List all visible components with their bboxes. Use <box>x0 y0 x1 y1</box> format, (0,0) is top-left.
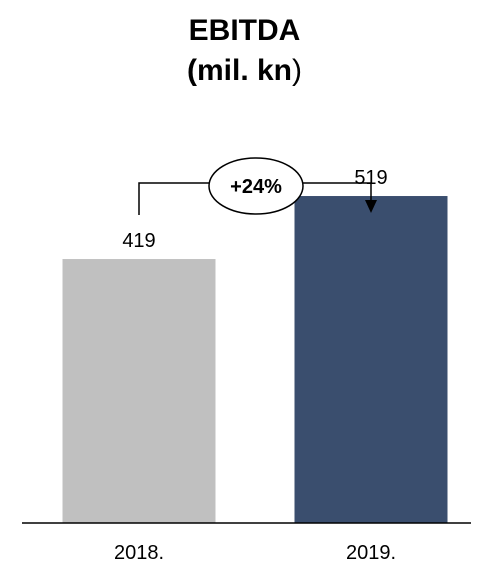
chart-subtitle-text: (mil. kn <box>186 54 292 87</box>
chart-title: EBITDA <box>188 14 301 47</box>
growth-connector-left <box>138 182 210 216</box>
data-label-2018: 419 <box>122 230 155 252</box>
chart-subtitle: (mil. kn) <box>0 54 489 88</box>
chart-subtitle-close: ) <box>292 54 302 87</box>
x-tick-label-2019: 2019. <box>346 542 396 564</box>
bar-2018 <box>62 259 216 523</box>
growth-connector-right <box>302 182 372 200</box>
x-tick-label-2018: 2018. <box>114 542 164 564</box>
growth-arrowhead <box>365 200 377 213</box>
growth-annotation: +24% <box>138 157 377 216</box>
bars-group <box>62 196 448 523</box>
x-tick-labels-group: 2018. 2019. <box>114 542 396 564</box>
growth-ellipse <box>208 157 304 215</box>
growth-label: +24% <box>230 176 282 198</box>
bar-2019 <box>294 196 448 523</box>
